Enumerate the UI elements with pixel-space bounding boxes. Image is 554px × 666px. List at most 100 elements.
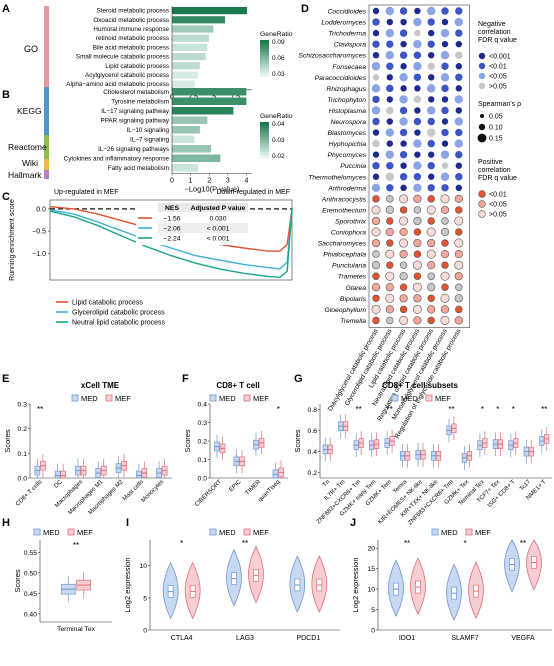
matrix-dot (441, 7, 449, 15)
significance-mark: ** (73, 541, 79, 550)
x-tick-label: 0 (170, 178, 174, 185)
y-tick-label: 15 (367, 566, 375, 573)
matrix-dot (372, 18, 380, 26)
legend-dot (478, 190, 486, 198)
chart-title: CD8+ T cell subsets (382, 381, 458, 390)
down-label: Down-regulated in MEF (216, 189, 290, 196)
matrix-dot (412, 282, 422, 292)
y-axis-label: Log2 expression (351, 557, 360, 612)
x-tick-label: Terminal Tex (57, 626, 96, 633)
legend-swatch-mef (67, 528, 75, 536)
y-axis-label: Scores (183, 429, 192, 453)
legend-gradient-step (260, 149, 269, 153)
legend-label-mef: MEF (77, 528, 93, 537)
matrix-dot (399, 272, 408, 281)
bar (172, 43, 208, 51)
matrix-dot (372, 272, 380, 280)
panel-b-chart: Cholesterol metabolism Tyrosine metabolis… (64, 87, 293, 194)
matrix-dot (371, 62, 381, 71)
matrix-dot (386, 162, 394, 170)
matrix-dot (386, 184, 394, 192)
matrix-dot (427, 40, 435, 48)
matrix-dot (413, 206, 422, 214)
matrix-dot (427, 305, 436, 314)
row-label: Fonsecaea (332, 64, 366, 71)
y-tick-label: 20 (367, 546, 375, 553)
matrix-dot (372, 162, 380, 170)
reactome-tag (44, 135, 49, 159)
row-label: Anthracocystis (321, 196, 367, 203)
y-tick-label: 5 (143, 595, 147, 602)
legend-swatch-med (431, 528, 439, 536)
x-tick-label: CD8+ T cells (15, 479, 43, 507)
matrix-dot (399, 261, 408, 269)
significance-mark: * (512, 405, 515, 414)
matrix-dot (441, 106, 449, 115)
legend-label: >0.05 (489, 84, 507, 91)
legend-gradient-step (260, 143, 269, 147)
row-label: Trametes (338, 274, 367, 281)
legend-label-mef: MEF (435, 394, 451, 403)
legend-label: <0.001 (489, 54, 511, 61)
up-label: Up-regulated in MEF (54, 189, 119, 196)
panel-d-chart: Coccidioides Lodderomyces Trichoderma Clavi… (298, 4, 521, 440)
bar-label: Cholesterol metabolism (103, 89, 169, 96)
bar-label: Cytokines and inflammatory response (64, 155, 170, 162)
matrix-dot (440, 194, 450, 204)
x-tick-label: CIBERSORT (194, 479, 223, 508)
matrix-dot (399, 106, 408, 115)
x-tick-label: 3 (226, 178, 230, 185)
chart-title: xCell TME (81, 381, 120, 390)
legend-dot (478, 72, 486, 80)
matrix-dot (427, 261, 436, 270)
y-tick-label: 0.0 (198, 476, 208, 483)
legend-dot (478, 82, 486, 90)
panel-label-j: J (350, 517, 356, 529)
matrix-dot (454, 95, 463, 104)
bar (172, 88, 247, 96)
wiki-tag (44, 159, 49, 170)
legend-label: <0.05 (489, 74, 507, 81)
y-tick-label: 0.2 (198, 439, 208, 446)
legend-title: GeneRatio (260, 113, 293, 120)
go-label: GO (24, 44, 38, 54)
row-label: Phycomyces (327, 152, 366, 159)
bar-label: retinoid metabolic process (96, 35, 169, 42)
matrix-dot (454, 139, 463, 148)
significance-mark: * (180, 539, 183, 548)
row-label: Coniophora (331, 230, 366, 237)
legend-gradient-step (260, 70, 269, 74)
x-tick-label: 4 (244, 178, 248, 185)
legend-gradient-step (260, 58, 269, 62)
matrix-dot (455, 7, 463, 15)
row-label: Phialocephala (323, 252, 366, 259)
matrix-dot (371, 227, 381, 237)
bar-label: Steroid metabolic process (97, 8, 169, 15)
reactome-label: Reactome (8, 142, 47, 152)
go-tag (44, 6, 49, 88)
legend-gradient-step (260, 128, 269, 132)
legend-title: FDR q value (478, 37, 517, 44)
table-cell: < 0.001 (207, 236, 230, 243)
row-label: Arthroderma (327, 185, 366, 192)
matrix-dot (428, 151, 435, 158)
legend-dot (480, 114, 484, 118)
matrix-dot (413, 95, 422, 104)
panel-label-i: I (126, 517, 129, 529)
bar-label: IL−26 signaling pathways (98, 146, 169, 153)
matrix-dot (372, 29, 380, 37)
x-tick-label: 7.5 (230, 94, 240, 101)
matrix-dot (399, 294, 408, 303)
legend-gradient-step (260, 52, 269, 56)
bar (172, 135, 195, 143)
matrix-dot (399, 29, 408, 37)
legend-swatch-mef (105, 394, 113, 402)
legend-swatch-mef (243, 394, 251, 402)
legend-gradient-step (260, 146, 269, 150)
legend-label: Lipid catabolic process (72, 300, 143, 307)
matrix-dot (440, 315, 450, 325)
legend-gradient-step (260, 49, 269, 53)
y-tick-label: 0.1 (18, 451, 28, 458)
panel-e-chart: xCell TME MED MEF 0.0 0.1 0.2 0.3 Scores ** CD8+ … (3, 381, 172, 516)
box (135, 470, 142, 479)
